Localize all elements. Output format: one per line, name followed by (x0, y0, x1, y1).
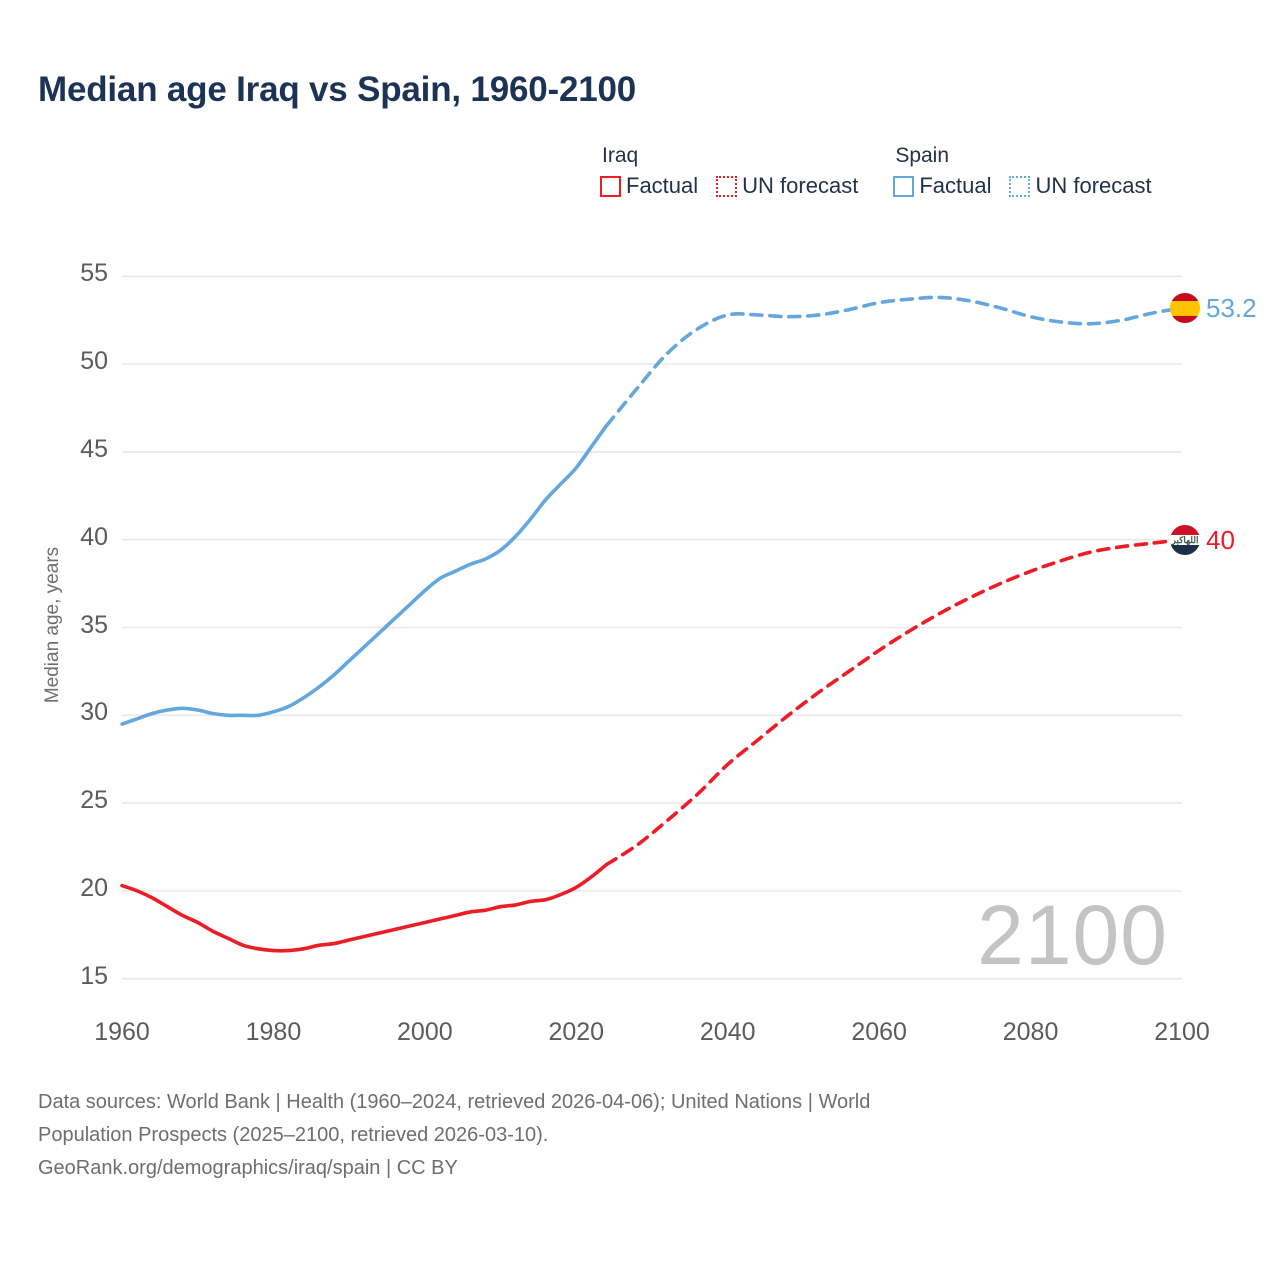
x-tick-label: 2040 (699, 1018, 756, 1046)
iraq-flag-icon: اللهاكبر (1170, 525, 1200, 556)
legend-item-spain-factual[interactable]: Factual (893, 173, 991, 199)
legend-item-spain-forecast[interactable]: UN forecast (1009, 173, 1152, 199)
x-tick-label: 2000 (397, 1018, 453, 1046)
y-tick-label: 25 (80, 786, 108, 815)
end-value-iraq: 40 (1206, 524, 1235, 555)
footer-line-3[interactable]: GeoRank.org/demographics/iraq/spain | CC… (38, 1157, 458, 1179)
footer-line-2: Population Prospects (2025–2100, retriev… (38, 1124, 549, 1146)
x-tick-label: 1980 (245, 1018, 302, 1046)
y-tick-label: 20 (80, 873, 108, 902)
y-tick-label: 40 (80, 522, 108, 551)
y-tick-label: 35 (80, 610, 108, 639)
x-tick-label: 2100 (1154, 1018, 1210, 1046)
x-tick-label: 2080 (1002, 1018, 1059, 1046)
year-watermark: 2100 (977, 888, 1168, 982)
legend-item-iraq-factual[interactable]: Factual (600, 173, 698, 199)
legend-item-iraq-forecast[interactable]: UN forecast (716, 173, 858, 199)
page-title: Median age Iraq vs Spain, 1960-2100 (38, 70, 637, 109)
legend-group-iraq: Iraq Factual UN forecast (600, 144, 858, 199)
y-tick-label: 45 (80, 434, 108, 463)
legend-swatch-solid-icon (600, 175, 621, 197)
x-tick-label: 1960 (94, 1018, 150, 1046)
legend-label-spain-factual: Factual (919, 173, 992, 199)
spain-flag-icon (1170, 293, 1200, 324)
y-tick-label: 55 (80, 259, 108, 288)
legend-swatch-dotted-icon (1009, 175, 1031, 197)
end-label-spain: 53.2 (1170, 293, 1257, 324)
legend-swatch-dotted-icon (716, 175, 738, 197)
end-value-spain: 53.2 (1206, 292, 1257, 323)
x-tick-label: 2020 (548, 1018, 605, 1046)
chart-legend: Iraq Factual UN forecast Spain Factual (600, 144, 1152, 199)
legend-label-iraq-factual: Factual (626, 173, 699, 199)
legend-label-iraq-forecast: UN forecast (742, 173, 859, 199)
legend-swatch-solid-icon (893, 175, 915, 197)
end-label-iraq: اللهاكبر 40 (1170, 525, 1235, 556)
legend-group-title-spain: Spain (895, 144, 950, 167)
x-tick-label: 2060 (851, 1018, 907, 1046)
chart-footer: Data sources: World Bank | Health (1960–… (38, 1087, 1168, 1184)
legend-group-spain: Spain Factual UN forecast (893, 144, 1152, 199)
y-tick-label: 15 (80, 961, 108, 990)
footer-line-1: Data sources: World Bank | Health (1960–… (38, 1091, 871, 1113)
y-tick-label: 30 (80, 698, 108, 727)
legend-label-spain-forecast: UN forecast (1035, 173, 1152, 199)
legend-group-title-iraq: Iraq (602, 144, 639, 167)
y-tick-label: 50 (80, 347, 108, 376)
